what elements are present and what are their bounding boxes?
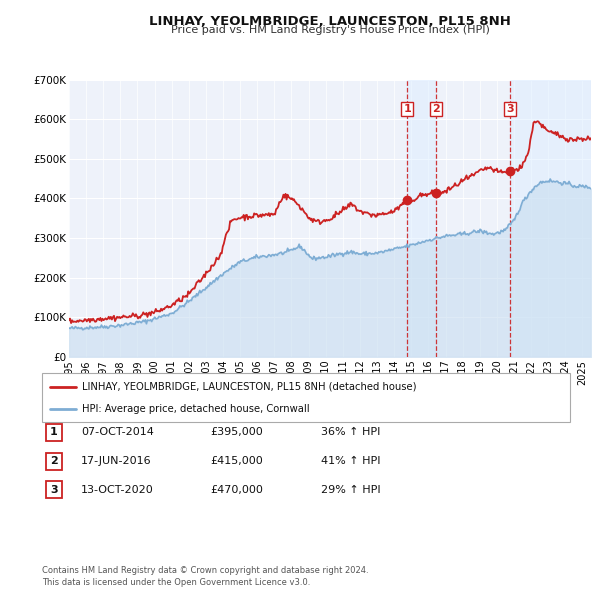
Text: 2: 2 (50, 457, 58, 466)
Text: 1: 1 (403, 104, 411, 114)
Text: £470,000: £470,000 (210, 485, 263, 494)
Bar (511, 80, 591, 357)
Text: 07-OCT-2014: 07-OCT-2014 (81, 428, 154, 437)
Text: 13-OCT-2020: 13-OCT-2020 (81, 485, 154, 494)
Text: Contains HM Land Registry data © Crown copyright and database right 2024.
This d: Contains HM Land Registry data © Crown c… (42, 566, 368, 587)
Text: HPI: Average price, detached house, Cornwall: HPI: Average price, detached house, Corn… (82, 404, 309, 414)
Text: 1: 1 (50, 428, 58, 437)
Text: 41% ↑ HPI: 41% ↑ HPI (321, 457, 380, 466)
Bar (407, 80, 436, 357)
Text: LINHAY, YEOLMBRIDGE, LAUNCESTON, PL15 8NH: LINHAY, YEOLMBRIDGE, LAUNCESTON, PL15 8N… (149, 15, 511, 28)
Text: 3: 3 (506, 104, 514, 114)
Text: LINHAY, YEOLMBRIDGE, LAUNCESTON, PL15 8NH (detached house): LINHAY, YEOLMBRIDGE, LAUNCESTON, PL15 8N… (82, 382, 416, 392)
Text: £395,000: £395,000 (210, 428, 263, 437)
Text: 3: 3 (50, 485, 58, 494)
Text: 2: 2 (433, 104, 440, 114)
FancyBboxPatch shape (46, 481, 62, 499)
FancyBboxPatch shape (46, 424, 62, 441)
Text: 29% ↑ HPI: 29% ↑ HPI (321, 485, 380, 494)
Text: Price paid vs. HM Land Registry's House Price Index (HPI): Price paid vs. HM Land Registry's House … (170, 25, 490, 35)
Text: 36% ↑ HPI: 36% ↑ HPI (321, 428, 380, 437)
Text: £415,000: £415,000 (210, 457, 263, 466)
Text: 17-JUN-2016: 17-JUN-2016 (81, 457, 152, 466)
FancyBboxPatch shape (46, 453, 62, 470)
FancyBboxPatch shape (42, 373, 570, 422)
